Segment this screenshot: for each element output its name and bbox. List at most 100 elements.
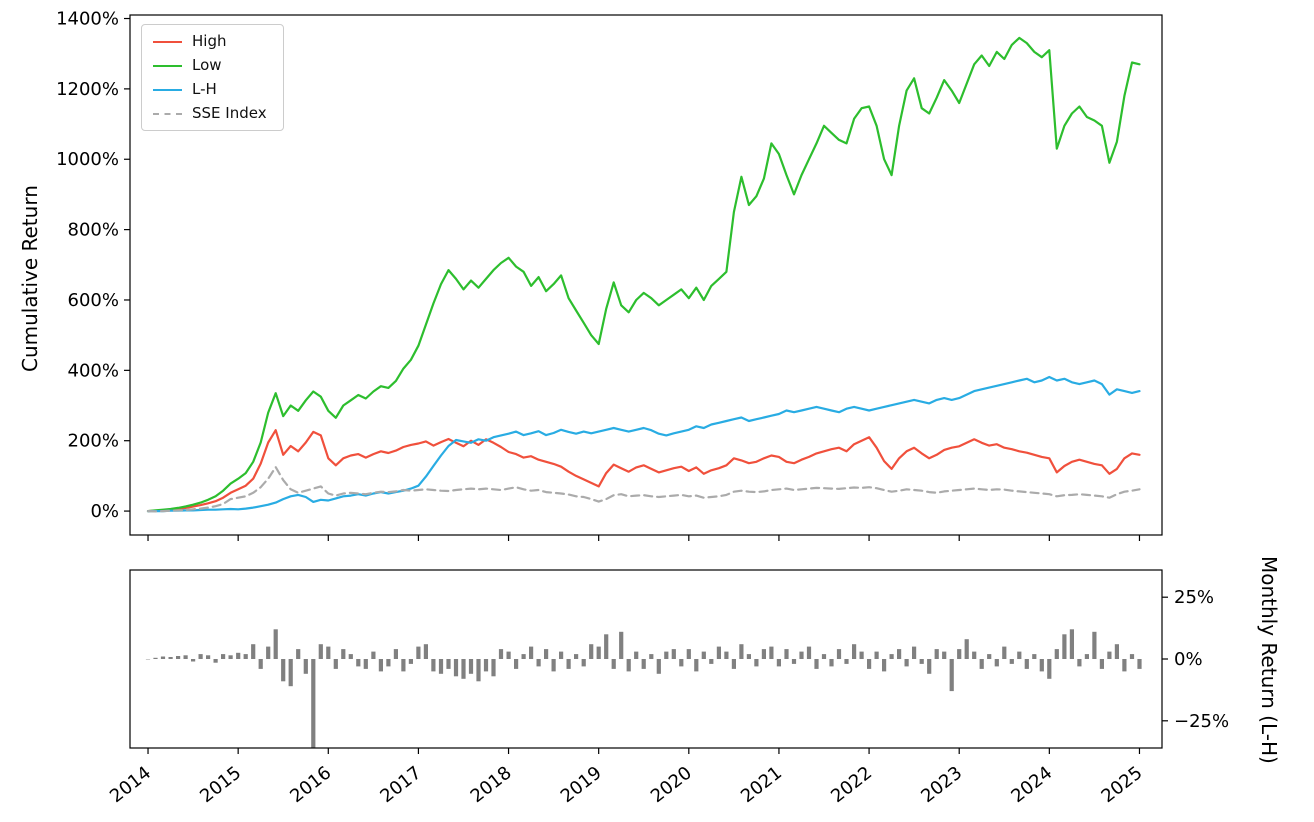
monthly-return-bar — [949, 659, 954, 692]
monthly-return-bar — [1114, 644, 1119, 659]
legend-item-low: Low — [153, 58, 267, 73]
monthly-return-bar — [416, 646, 421, 659]
legend-item-high: High — [153, 34, 267, 49]
y-tick-label: 0% — [90, 501, 119, 522]
series-line-low — [146, 36, 1141, 513]
monthly-return-bar — [671, 649, 676, 659]
y-tick-label: 1200% — [56, 79, 119, 100]
series-line-high — [146, 429, 1141, 513]
monthly-return-bar — [153, 657, 158, 659]
monthly-return-bar — [679, 659, 684, 667]
monthly-return-bar — [176, 656, 181, 659]
monthly-return-bar — [619, 631, 624, 659]
monthly-return-bar — [228, 655, 233, 659]
legend-item-sse-index: SSE Index — [153, 106, 267, 121]
monthly-return-bar — [1107, 651, 1112, 659]
monthly-return-bar — [686, 649, 691, 659]
monthly-return-bar — [431, 659, 436, 672]
monthly-return-bar — [536, 659, 541, 667]
monthly-return-bar — [446, 659, 451, 669]
monthly-return-bar — [889, 654, 894, 659]
x-tick-label: 2016 — [286, 762, 335, 807]
legend-swatch-low-line — [153, 64, 182, 67]
monthly-return-bar — [356, 659, 361, 667]
monthly-return-bar — [348, 654, 353, 659]
monthly-return-bar — [326, 646, 331, 659]
series-line-l-h — [146, 375, 1141, 513]
x-tick-label: 2020 — [647, 762, 696, 807]
monthly-return-bar — [483, 659, 489, 672]
monthly-return-bar — [1099, 659, 1104, 669]
monthly-return-bar — [1092, 631, 1097, 659]
legend-label-lh: L-H — [192, 80, 217, 98]
y-tick-label: 800% — [68, 220, 119, 241]
monthly-return-bar — [281, 659, 286, 682]
monthly-return-bar — [806, 646, 812, 659]
legend-label-low: Low — [192, 56, 222, 74]
monthly-return-bar — [957, 649, 962, 659]
monthly-return-bar — [596, 646, 601, 659]
y-tick-label: 400% — [68, 360, 119, 381]
monthly-return-bar — [709, 659, 714, 664]
monthly-return-bar — [1122, 659, 1127, 672]
monthly-return-bar — [423, 644, 428, 659]
monthly-return-bar — [852, 644, 857, 659]
monthly-return-bar — [311, 659, 316, 748]
monthly-return-bar — [927, 659, 932, 674]
x-tick-label: 2024 — [1007, 762, 1056, 807]
monthly-return-bar — [897, 649, 902, 659]
monthly-return-bar — [731, 659, 736, 669]
legend-swatch-lh-line — [153, 88, 182, 91]
y-tick-label: 1000% — [56, 149, 119, 170]
monthly-return-bar — [160, 656, 166, 659]
monthly-return-bar — [882, 659, 887, 672]
monthly-return-bar — [942, 651, 947, 659]
monthly-return-bar — [701, 651, 706, 659]
monthly-return-bar — [874, 651, 879, 659]
monthly-return-bar — [468, 659, 474, 674]
monthly-return-bar — [363, 659, 368, 669]
x-tick-label: 2022 — [827, 762, 876, 807]
monthly-return-bar — [979, 659, 984, 669]
monthly-return-bar — [393, 649, 398, 659]
monthly-return-bar — [378, 659, 383, 672]
monthly-return-bar — [1077, 659, 1082, 667]
monthly-return-bar — [1129, 654, 1135, 659]
monthly-return-bar — [634, 651, 639, 659]
monthly-return-bar — [844, 659, 849, 664]
monthly-return-bar — [1009, 659, 1014, 664]
monthly-return-bar — [559, 651, 564, 659]
monthly-return-panel: 25% 0% −25% 2014 2015 2016 2017 2018 2019 2020 202… — [106, 569, 1229, 807]
monthly-return-bar — [664, 651, 669, 659]
monthly-return-bar — [318, 644, 323, 659]
monthly-return-bar — [333, 659, 338, 669]
monthly-return-bar — [746, 654, 751, 659]
monthly-return-bar — [236, 652, 241, 659]
x-tick-label: 2017 — [376, 762, 425, 807]
y-tick-label: 600% — [68, 290, 119, 311]
y-axis-title-cumulative-return: Cumulative Return — [18, 185, 42, 372]
x-tick-label: 2025 — [1098, 762, 1147, 807]
monthly-return-bar — [829, 659, 834, 667]
monthly-return-bar — [589, 644, 594, 659]
monthly-return-bar — [498, 649, 504, 659]
monthly-return-bar — [1024, 659, 1029, 669]
monthly-return-bar — [716, 646, 721, 659]
monthly-return-bar — [258, 659, 263, 669]
monthly-return-bar — [1084, 654, 1089, 659]
monthly-return-bar — [476, 659, 481, 682]
monthly-return-bar — [529, 646, 534, 659]
legend: High Low L-H SSE Index — [141, 24, 284, 131]
monthly-return-bar — [1032, 654, 1037, 659]
monthly-return-bar — [438, 659, 444, 674]
monthly-return-bar — [544, 649, 549, 659]
monthly-return-bar — [994, 659, 999, 667]
monthly-return-bar — [784, 649, 789, 659]
monthly-return-bar — [641, 659, 646, 669]
series-line-sse-index — [146, 466, 1141, 513]
monthly-return-bar — [904, 659, 909, 667]
x-tick-label: 2015 — [196, 762, 245, 807]
x-tick-label: 2018 — [467, 762, 516, 807]
monthly-return-bar — [453, 659, 459, 677]
